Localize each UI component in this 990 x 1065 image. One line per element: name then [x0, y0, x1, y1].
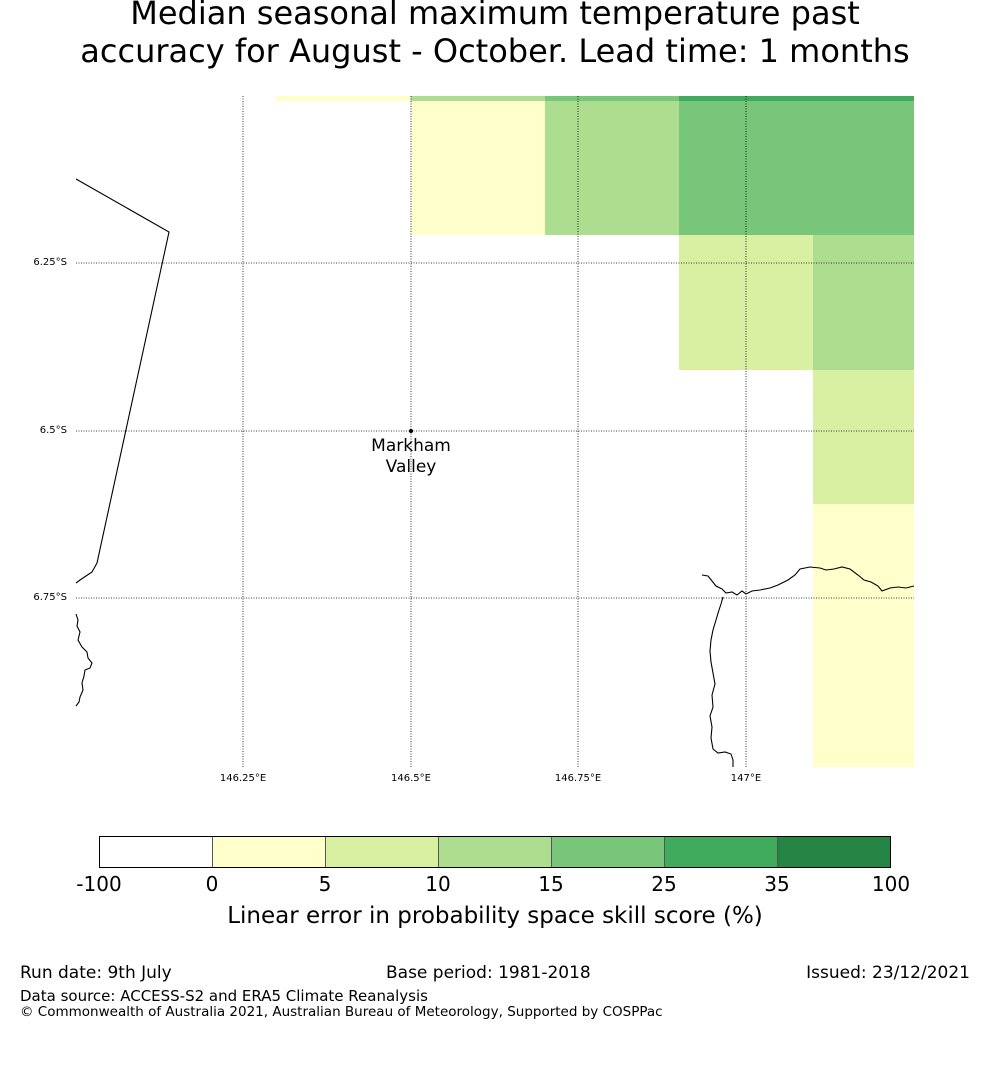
colorbar-label: Linear error in probability space skill …	[227, 903, 763, 929]
colorbar-segment	[100, 837, 213, 867]
colorbar-tick-label: 0	[205, 872, 219, 896]
skill-grid-cells	[276, 96, 914, 767]
colorbar-segment	[665, 837, 778, 867]
coastline-west	[75, 613, 93, 707]
colorbar-ticks: -100 0 5 10 15 25 35 100	[76, 872, 910, 896]
colorbar-tick-label: 25	[651, 872, 677, 896]
grid-cell	[813, 370, 914, 504]
grid-cell	[545, 101, 679, 235]
map-title: Median seasonal maximum temperature past…	[0, 0, 990, 70]
place-marker	[409, 429, 413, 433]
grid-cell	[411, 96, 545, 101]
latitude-label: 6.5°S	[39, 425, 67, 436]
issued-date: Issued: 23/12/2021	[806, 963, 970, 983]
skill-score-map	[75, 96, 915, 767]
map-title-line-1: Median seasonal maximum temperature past	[130, 0, 860, 32]
longitude-label: 147°E	[730, 773, 762, 784]
longitude-label: 146.5°E	[391, 773, 431, 784]
base-period: Base period: 1981-2018	[386, 963, 591, 983]
copyright: © Commonwealth of Australia 2021, Austra…	[20, 1004, 663, 1020]
grid-cell	[679, 235, 813, 370]
colorbar-segment	[326, 837, 439, 867]
grid-cell	[545, 96, 679, 101]
place-name-line-1: Markham	[371, 436, 451, 456]
latitude-label: 6.25°S	[33, 257, 67, 268]
grid-cell	[679, 96, 914, 101]
longitude-label: 146.75°E	[554, 773, 602, 784]
coastline-east	[701, 566, 915, 596]
grid-cell	[679, 101, 914, 235]
run-date: Run date: 9th July	[20, 963, 172, 983]
data-source: Data source: ACCESS-S2 and ERA5 Climate …	[20, 987, 428, 1005]
place-label-markham-valley: Markham Valley	[341, 436, 481, 478]
coastlines	[75, 178, 915, 767]
colorbar-tick-label: 10	[425, 872, 451, 896]
longitude-label: 146.25°E	[219, 773, 267, 784]
colorbar-segment	[439, 837, 552, 867]
colorbar	[99, 836, 891, 868]
coastline-east	[709, 596, 734, 767]
colorbar-tick-label: -100	[76, 872, 122, 896]
grid-cell	[411, 101, 545, 235]
grid-cell	[813, 235, 914, 370]
map-title-line-2: accuracy for August - October. Lead time…	[80, 32, 910, 70]
colorbar-tick-label: 15	[538, 872, 564, 896]
grid-cell	[276, 96, 411, 101]
latitude-label: 6.75°S	[33, 592, 67, 603]
colorbar-tick-label: 35	[764, 872, 790, 896]
boundary-line	[75, 178, 170, 584]
colorbar-segment	[552, 837, 665, 867]
place-name-line-2: Valley	[385, 457, 437, 477]
colorbar-tick-label: 100	[871, 872, 911, 896]
colorbar-tick-label: 5	[318, 872, 332, 896]
colorbar-segment	[213, 837, 326, 867]
colorbar-segment	[778, 837, 890, 867]
grid-cell	[813, 504, 914, 767]
